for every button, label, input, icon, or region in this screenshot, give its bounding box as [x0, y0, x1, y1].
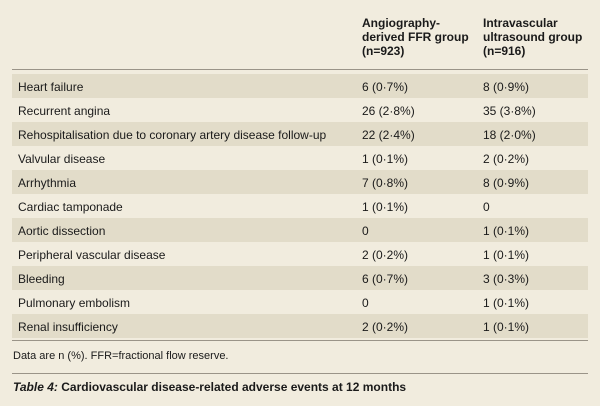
caption-rule — [12, 373, 588, 374]
table-row: Bleeding 6 (0·7%) 3 (0·3%) — [12, 266, 588, 290]
cell-ffr: 1 (0·1%) — [362, 152, 409, 166]
cell-ivus: 35 (3·8%) — [483, 104, 536, 118]
table-row: Arrhythmia 7 (0·8%) 8 (0·9%) — [12, 170, 588, 194]
cell-ffr: 7 (0·8%) — [362, 176, 409, 190]
cell-ivus: 8 (0·9%) — [483, 80, 530, 94]
cell-ffr: 2 (0·2%) — [362, 320, 409, 334]
table-row: Peripheral vascular disease 2 (0·2%) 1 (… — [12, 242, 588, 266]
cell-ivus: 2 (0·2%) — [483, 152, 530, 166]
row-label: Rehospitalisation due to coronary artery… — [18, 128, 327, 142]
cell-ffr: 22 (2·4%) — [362, 128, 415, 142]
column-header-ffr: Angiography- derived FFR group (n=923) — [362, 16, 469, 58]
table-row: Pulmonary embolism 0 1 (0·1%) — [12, 290, 588, 314]
table-row: Aortic dissection 0 1 (0·1%) — [12, 218, 588, 242]
column-header-line: Intravascular — [483, 16, 558, 30]
cell-ffr: 2 (0·2%) — [362, 248, 409, 262]
column-header-line: derived FFR group — [362, 30, 469, 44]
cell-ivus: 1 (0·1%) — [483, 224, 530, 238]
table-row: Heart failure 6 (0·7%) 8 (0·9%) — [12, 74, 588, 98]
row-label: Cardiac tamponade — [18, 200, 123, 214]
cell-ivus: 18 (2·0%) — [483, 128, 536, 142]
cell-ffr: 6 (0·7%) — [362, 272, 409, 286]
cell-ivus: 3 (0·3%) — [483, 272, 530, 286]
row-label: Peripheral vascular disease — [18, 248, 166, 262]
cell-ivus: 1 (0·1%) — [483, 320, 530, 334]
cell-ffr: 26 (2·8%) — [362, 104, 415, 118]
cell-ivus: 0 — [483, 200, 490, 214]
table-row: Rehospitalisation due to coronary artery… — [12, 122, 588, 146]
column-header-line: (n=923) — [362, 44, 405, 58]
row-label: Aortic dissection — [18, 224, 106, 238]
row-label: Recurrent angina — [18, 104, 111, 118]
row-label: Pulmonary embolism — [18, 296, 131, 310]
cell-ffr: 1 (0·1%) — [362, 200, 409, 214]
table-row: Cardiac tamponade 1 (0·1%) 0 — [12, 194, 588, 218]
row-label: Heart failure — [18, 80, 84, 94]
row-label: Arrhythmia — [18, 176, 77, 190]
column-header-line: Angiography- — [362, 16, 440, 30]
row-label: Bleeding — [18, 272, 65, 286]
table-caption: Table 4: Cardiovascular disease-related … — [13, 380, 406, 394]
table-row: Recurrent angina 26 (2·8%) 35 (3·8%) — [12, 98, 588, 122]
cell-ffr: 0 — [362, 224, 369, 238]
cell-ivus: 8 (0·9%) — [483, 176, 530, 190]
caption-label: Table 4: — [13, 380, 58, 394]
table-row: Renal insufficiency 2 (0·2%) 1 (0·1%) — [12, 314, 588, 338]
body-bottom-rule — [12, 340, 588, 341]
column-header-ivus: Intravascular ultrasound group (n=916) — [483, 16, 582, 58]
caption-text: Cardiovascular disease-related adverse e… — [57, 380, 407, 394]
row-label: Valvular disease — [18, 152, 106, 166]
row-label: Renal insufficiency — [18, 320, 118, 334]
table-row: Valvular disease 1 (0·1%) 2 (0·2%) — [12, 146, 588, 170]
cell-ivus: 1 (0·1%) — [483, 296, 530, 310]
table-footnote: Data are n (%). FFR=fractional flow rese… — [13, 350, 229, 362]
cell-ffr: 0 — [362, 296, 369, 310]
column-header-line: ultrasound group — [483, 30, 583, 44]
cell-ivus: 1 (0·1%) — [483, 248, 530, 262]
header-rule — [12, 69, 588, 70]
column-header-line: (n=916) — [483, 44, 526, 58]
cell-ffr: 6 (0·7%) — [362, 80, 409, 94]
